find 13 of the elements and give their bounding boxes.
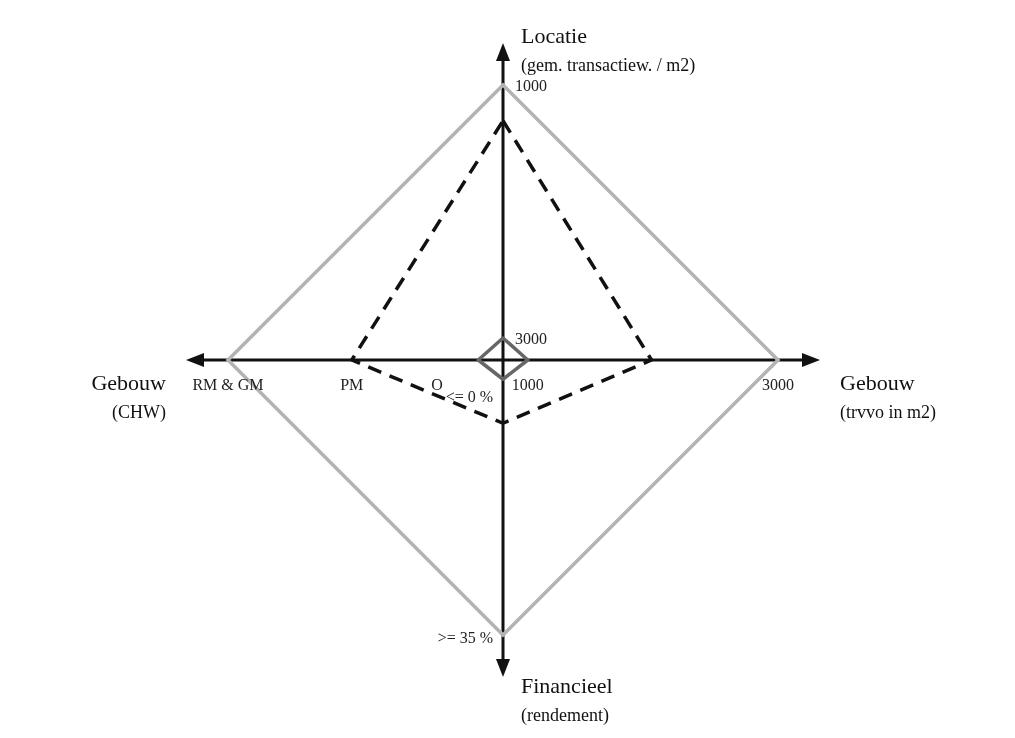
text: <= 0 % [445,388,493,405]
text: 1000 [511,376,544,393]
spoke-label: Gebouw (CHW) [91,370,167,423]
text: 3000 [762,376,794,393]
text: 1000 [515,77,547,94]
text: 3000 [515,330,547,347]
text: >= 35 % [437,629,493,646]
spoke-label: Financieel (rendement) [521,673,613,726]
text: PM [340,376,364,393]
text: RM & GM [192,376,264,393]
spoke-label: Locatie (gem. transactiew. / m2) [521,23,696,76]
text: O [431,376,443,393]
spoke-label: Gebouw (trvvo in m2) [840,370,936,423]
